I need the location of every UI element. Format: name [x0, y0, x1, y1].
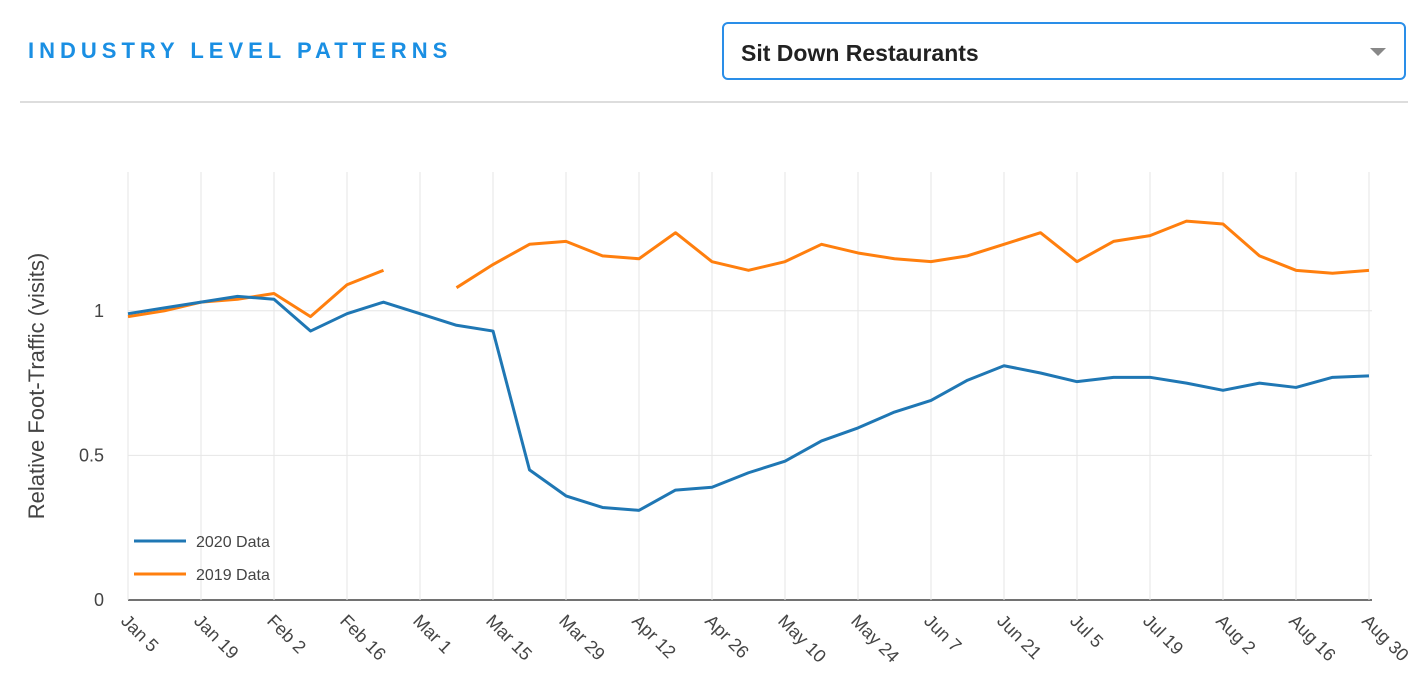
- industry-dropdown[interactable]: Sit Down Restaurants: [722, 22, 1406, 80]
- x-tick-label: Jun 7: [920, 611, 965, 656]
- x-tick-label: Jul 5: [1066, 611, 1107, 652]
- dropdown-value: Sit Down Restaurants: [741, 40, 979, 66]
- x-tick-label: Mar 1: [409, 611, 456, 658]
- x-tick-label: Jan 5: [117, 611, 162, 656]
- x-tick-label: Mar 15: [482, 611, 536, 665]
- series-line: [127, 294, 1370, 512]
- x-tick-label: Jan 19: [190, 611, 242, 663]
- dropdown-arrow: [1370, 48, 1386, 56]
- x-tick-label: Apr 12: [628, 611, 680, 663]
- y-tick-label: 1: [94, 301, 104, 321]
- x-tick-label: May 24: [847, 611, 903, 667]
- y-tick-label: 0.5: [79, 445, 104, 465]
- x-tick-label: Aug 30: [1358, 611, 1412, 665]
- y-axis-label: Relative Foot-Traffic (visits): [24, 253, 49, 520]
- x-tick-label: Feb 16: [336, 611, 390, 665]
- separator: [20, 101, 1408, 103]
- series-line: [127, 268, 385, 319]
- section-title: INDUSTRY LEVEL PATTERNS: [28, 38, 453, 63]
- x-tick-label: Aug 2: [1212, 611, 1259, 658]
- x-tick-label: Apr 26: [701, 611, 753, 663]
- x-tick-label: Aug 16: [1285, 611, 1339, 665]
- legend-label: 2020 Data: [196, 534, 270, 551]
- x-tick-label: Mar 29: [555, 611, 609, 665]
- x-tick-label: Feb 2: [263, 611, 310, 658]
- x-tick-label: Jun 21: [993, 611, 1045, 663]
- legend-label: 2019 Data: [196, 567, 270, 584]
- x-tick-label: May 10: [774, 611, 830, 667]
- y-tick-label: 0: [94, 590, 104, 610]
- series-line: [455, 219, 1370, 289]
- x-tick-label: Jul 19: [1139, 611, 1187, 659]
